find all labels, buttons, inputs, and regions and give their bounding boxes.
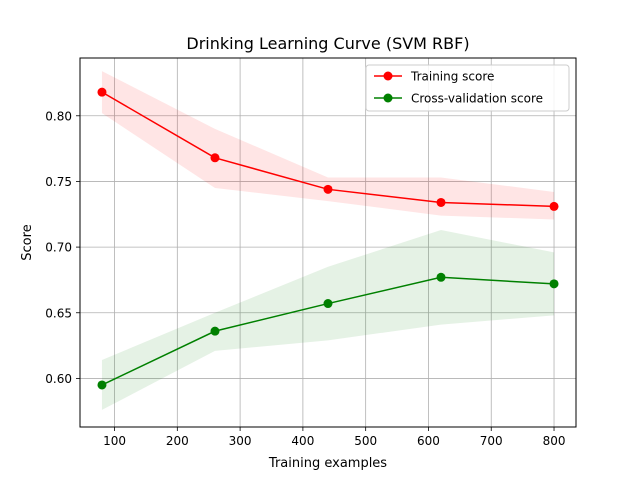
y-tick-label: 0.65 — [45, 306, 72, 320]
legend: Training score Cross-validation score — [365, 64, 570, 112]
y-tick-label: 0.70 — [45, 241, 72, 255]
series-1-point — [436, 272, 446, 282]
series-0-confidence-band — [101, 71, 555, 220]
x-tick-label: 600 — [417, 434, 440, 448]
x-tick-label: 200 — [166, 434, 189, 448]
x-tick-label: 400 — [291, 434, 314, 448]
series-1-point — [210, 326, 220, 336]
x-tick-label: 700 — [480, 434, 503, 448]
grid-lines — [80, 58, 576, 427]
x-tick-label: 100 — [103, 434, 126, 448]
series-lines — [97, 87, 559, 390]
legend-marker-1 — [383, 93, 393, 103]
x-tick-label: 800 — [543, 434, 566, 448]
series-1-point — [97, 380, 107, 390]
chart-title: Drinking Learning Curve (SVM RBF) — [186, 34, 469, 53]
series-0-point — [323, 184, 333, 194]
series-0-point — [210, 153, 220, 163]
legend-label-1: Cross-validation score — [411, 92, 543, 106]
plot-frame — [79, 57, 577, 428]
axis-ticks: 100 200 300 400 500 600 700 800 0.60 0.65 0.70 0.75… — [45, 109, 565, 448]
series-1-point — [323, 299, 333, 309]
series-0-point — [436, 197, 446, 207]
x-tick-label: 500 — [354, 434, 377, 448]
y-tick-label: 0.60 — [45, 372, 72, 386]
y-tick-label: 0.75 — [45, 175, 72, 189]
x-axis-label: Training examples — [268, 456, 387, 471]
series-0-point — [549, 201, 559, 211]
legend-label-0: Training score — [410, 70, 494, 84]
legend-marker-0 — [383, 71, 393, 81]
legend-box — [365, 64, 570, 112]
series-1-point — [549, 279, 559, 289]
series-0-point — [97, 87, 107, 97]
y-axis-label: Score — [20, 224, 35, 260]
y-tick-label: 0.80 — [45, 109, 72, 123]
x-tick-label: 300 — [229, 434, 252, 448]
